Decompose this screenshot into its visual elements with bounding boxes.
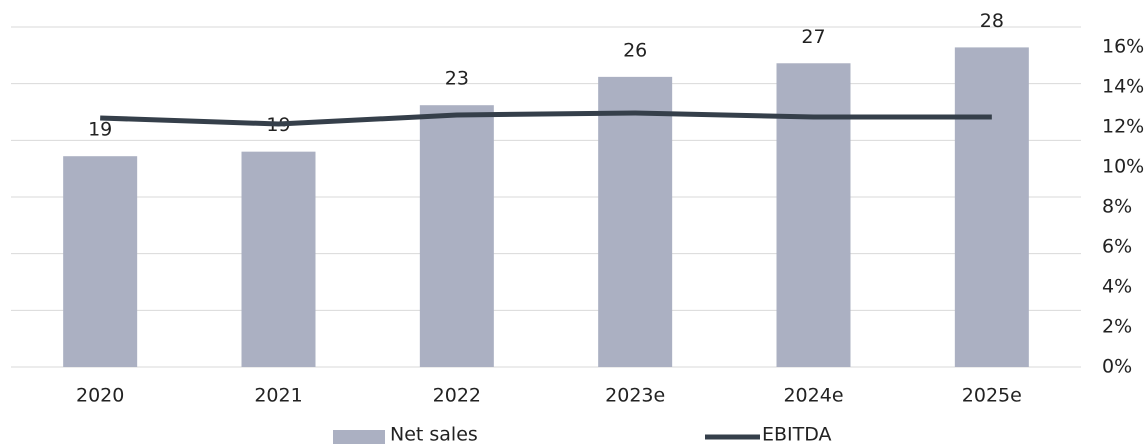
x-tick-label: 2021 [254,385,302,407]
x-tick-label: 2022 [433,385,481,407]
y2-tick-label: 16% [1102,36,1144,58]
data-label: 23 [445,68,469,90]
y2-tick-label: 14% [1102,76,1144,98]
x-tick-label: 2025e [962,385,1022,407]
x-tick-label: 2020 [76,385,124,407]
y2-tick-label: 2% [1102,316,1132,338]
legend-label: EBITDA [762,424,832,445]
y2-tick-label: 6% [1102,236,1132,258]
legend-swatch [333,430,385,444]
y2-tick-label: 10% [1102,156,1144,178]
y2-tick-label: 12% [1102,116,1144,138]
bar [776,63,851,368]
data-label: 27 [801,26,825,48]
y2-tick-label: 4% [1102,276,1132,298]
line [100,110,992,127]
legend-label: Net sales [390,424,478,445]
bar [419,105,494,367]
y2-tick-label: 0% [1102,356,1132,378]
x-tick-label: 2023e [605,385,665,407]
bar [241,151,316,367]
bar [598,76,673,367]
data-label: 19 [88,119,112,141]
bar [63,156,138,367]
data-label: 26 [623,39,647,61]
data-label: 28 [980,10,1004,32]
x-tick-label: 2024e [783,385,843,407]
y2-tick-label: 8% [1102,196,1132,218]
bar [954,47,1029,368]
